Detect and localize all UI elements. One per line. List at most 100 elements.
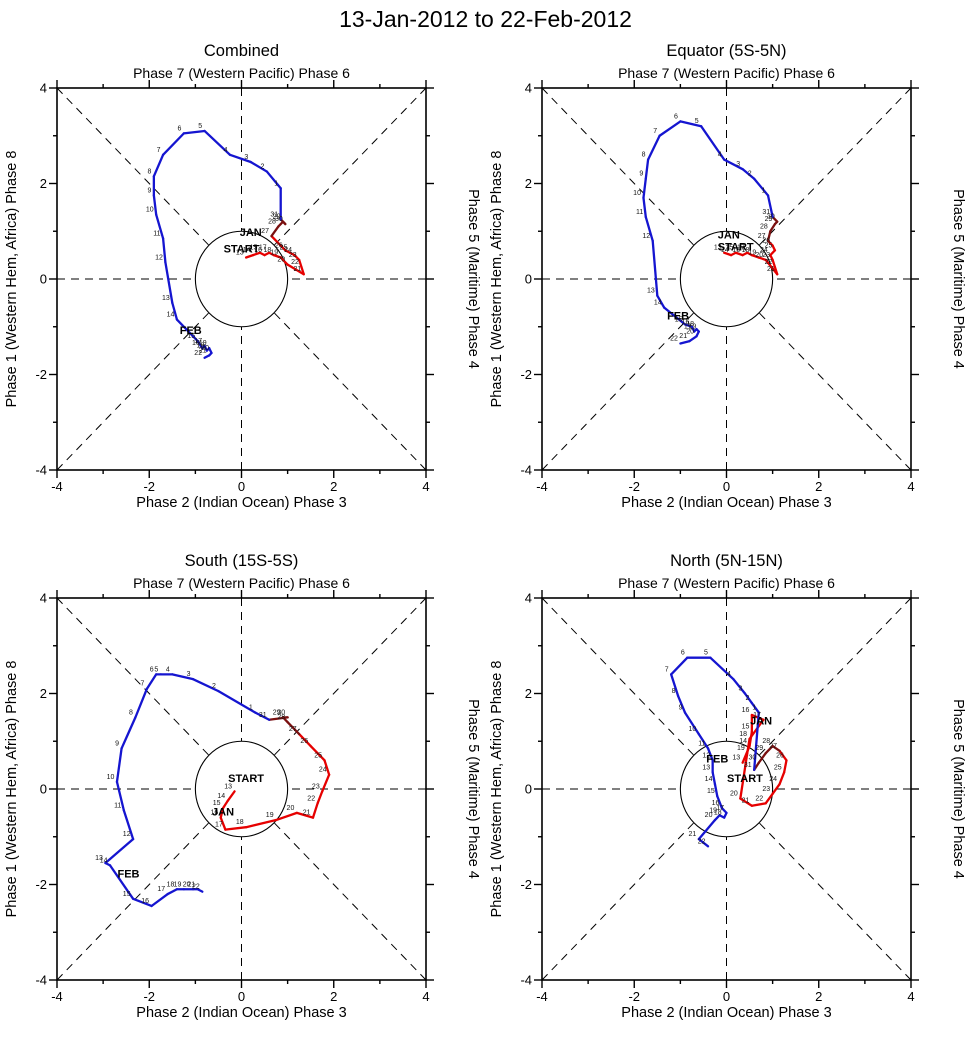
- svg-text:JAN: JAN: [240, 227, 262, 239]
- svg-text:16: 16: [682, 319, 690, 326]
- svg-text:21: 21: [303, 810, 311, 817]
- svg-text:6: 6: [681, 650, 685, 657]
- svg-text:-4: -4: [35, 973, 47, 988]
- svg-text:2: 2: [212, 683, 216, 690]
- svg-text:Phase 1 (Western Hem, Africa): Phase 1 (Western Hem, Africa) Phase 8: [489, 661, 505, 918]
- svg-text:17: 17: [215, 822, 223, 829]
- svg-text:0: 0: [525, 782, 532, 797]
- svg-text:16: 16: [210, 810, 218, 817]
- svg-text:South (15S-5S): South (15S-5S): [185, 552, 299, 570]
- svg-text:13: 13: [647, 288, 655, 295]
- svg-text:21: 21: [199, 347, 207, 354]
- svg-text:21: 21: [767, 266, 775, 273]
- svg-text:2: 2: [525, 176, 532, 191]
- svg-text:15: 15: [187, 333, 195, 340]
- svg-text:27: 27: [261, 228, 269, 235]
- svg-text:26: 26: [762, 238, 770, 245]
- svg-text:23: 23: [762, 786, 770, 793]
- svg-text:20: 20: [201, 345, 209, 352]
- svg-text:FEB: FEB: [117, 868, 139, 880]
- svg-text:4: 4: [422, 479, 429, 494]
- svg-text:Phase 5 (Maritime) Phase 4: Phase 5 (Maritime) Phase 4: [465, 189, 481, 369]
- svg-text:START: START: [224, 244, 260, 256]
- svg-text:22: 22: [698, 838, 706, 845]
- svg-text:7: 7: [157, 147, 161, 154]
- svg-text:18: 18: [742, 247, 750, 254]
- svg-text:31: 31: [762, 209, 770, 216]
- svg-text:12: 12: [155, 254, 163, 261]
- svg-text:19: 19: [266, 812, 274, 819]
- svg-text:25: 25: [765, 242, 773, 249]
- svg-text:2: 2: [260, 164, 264, 171]
- svg-text:15: 15: [675, 316, 683, 323]
- svg-text:21: 21: [689, 831, 697, 838]
- svg-text:13: 13: [236, 250, 244, 257]
- svg-text:17: 17: [684, 324, 692, 331]
- svg-text:8: 8: [642, 152, 646, 159]
- svg-text:26: 26: [300, 738, 308, 745]
- svg-text:19: 19: [270, 250, 278, 257]
- svg-text:-4: -4: [51, 989, 63, 1004]
- svg-text:22: 22: [765, 259, 773, 266]
- svg-text:Phase 5 (Maritime) Phase 4: Phase 5 (Maritime) Phase 4: [950, 189, 966, 369]
- svg-text:25: 25: [774, 764, 782, 771]
- svg-text:North (5N-15N): North (5N-15N): [670, 552, 783, 570]
- svg-text:13: 13: [224, 783, 232, 790]
- svg-text:13: 13: [714, 245, 722, 252]
- svg-text:16: 16: [141, 898, 149, 905]
- svg-text:3: 3: [739, 686, 743, 693]
- svg-text:2: 2: [748, 171, 752, 178]
- svg-text:JAN: JAN: [750, 716, 772, 728]
- svg-text:5: 5: [695, 118, 699, 125]
- page-title: 13-Jan-2012 to 22-Feb-2012: [339, 6, 632, 32]
- svg-text:10: 10: [146, 207, 154, 214]
- svg-text:14: 14: [100, 857, 108, 864]
- svg-text:19: 19: [737, 745, 745, 752]
- svg-text:23: 23: [762, 252, 770, 259]
- svg-text:-2: -2: [520, 877, 532, 892]
- svg-text:24: 24: [769, 776, 777, 783]
- svg-text:2: 2: [40, 176, 47, 191]
- svg-text:15: 15: [213, 800, 221, 807]
- svg-text:11: 11: [114, 802, 121, 809]
- svg-text:13: 13: [95, 855, 103, 862]
- svg-text:13: 13: [162, 295, 170, 302]
- svg-text:3: 3: [187, 671, 191, 678]
- svg-text:6: 6: [150, 666, 154, 673]
- svg-text:27: 27: [758, 233, 766, 240]
- svg-text:20: 20: [183, 881, 191, 888]
- svg-text:-2: -2: [143, 479, 155, 494]
- svg-text:16: 16: [732, 247, 740, 254]
- svg-text:6: 6: [674, 113, 678, 120]
- svg-text:23: 23: [289, 252, 297, 259]
- svg-text:17: 17: [259, 245, 267, 252]
- svg-text:9: 9: [639, 171, 643, 178]
- svg-text:15: 15: [123, 891, 131, 898]
- svg-text:22: 22: [192, 884, 200, 891]
- svg-text:0: 0: [723, 989, 730, 1004]
- svg-text:START: START: [228, 773, 264, 785]
- svg-text:-2: -2: [628, 989, 640, 1004]
- svg-text:8: 8: [147, 168, 151, 175]
- svg-text:22: 22: [670, 335, 678, 342]
- svg-text:2: 2: [330, 479, 337, 494]
- svg-text:16: 16: [192, 340, 200, 347]
- svg-text:14: 14: [167, 312, 175, 319]
- svg-text:31: 31: [259, 712, 267, 719]
- svg-text:-4: -4: [35, 463, 47, 478]
- svg-text:15: 15: [707, 788, 715, 795]
- svg-text:Phase 1 (Western Hem, Africa): Phase 1 (Western Hem, Africa) Phase 8: [4, 151, 20, 408]
- svg-text:17: 17: [737, 245, 745, 252]
- svg-text:25: 25: [314, 752, 322, 759]
- svg-text:3: 3: [736, 161, 740, 168]
- svg-text:-4: -4: [536, 479, 548, 494]
- svg-text:7: 7: [141, 681, 145, 688]
- svg-text:19: 19: [174, 881, 182, 888]
- svg-text:2: 2: [525, 686, 532, 701]
- svg-text:14: 14: [654, 300, 662, 307]
- svg-text:9: 9: [679, 705, 683, 712]
- svg-text:17: 17: [716, 805, 724, 812]
- svg-text:28: 28: [268, 218, 276, 225]
- svg-text:Phase 2 (Indian Ocean) Phase 3: Phase 2 (Indian Ocean) Phase 3: [621, 495, 831, 511]
- svg-text:14: 14: [243, 247, 251, 254]
